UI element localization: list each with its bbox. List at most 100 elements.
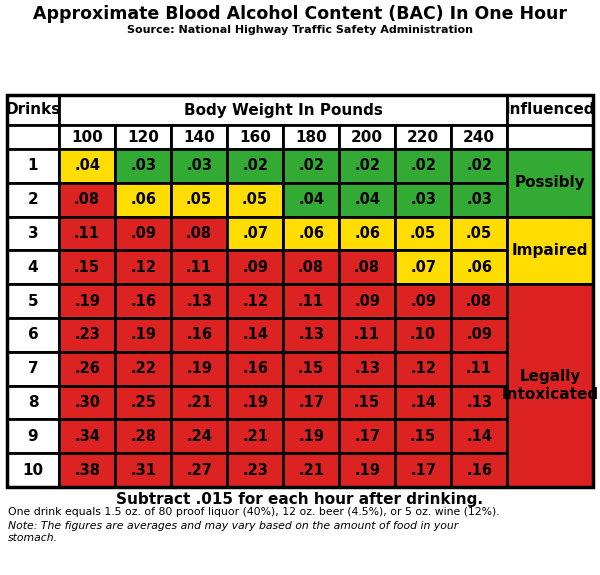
Text: .13: .13 [354, 361, 380, 376]
Text: .08: .08 [466, 294, 492, 309]
Bar [451, 419, 507, 453]
Text: .08: .08 [74, 192, 100, 207]
Text: .14: .14 [242, 327, 268, 342]
Text: 9: 9 [28, 429, 38, 444]
Text: .27: .27 [186, 463, 212, 478]
Bar [171, 386, 227, 419]
Text: .12: .12 [130, 260, 156, 275]
Text: .19: .19 [186, 361, 212, 376]
Text: 3: 3 [28, 226, 38, 241]
Bar [395, 217, 451, 250]
Bar [227, 453, 283, 487]
Bar [395, 250, 451, 284]
Bar [283, 250, 339, 284]
Text: .06: .06 [130, 192, 156, 207]
Bar [59, 419, 115, 453]
Bar [115, 318, 171, 352]
Bar [339, 217, 395, 250]
Text: .23: .23 [242, 463, 268, 478]
Text: .19: .19 [74, 294, 100, 309]
Text: .02: .02 [242, 158, 268, 174]
Text: 1: 1 [28, 158, 38, 174]
Bar [59, 250, 115, 284]
Bar [283, 284, 339, 318]
Text: .09: .09 [354, 294, 380, 309]
Bar [171, 183, 227, 217]
Text: .19: .19 [130, 327, 156, 342]
Bar [115, 217, 171, 250]
Text: Note: The figures are averages and may vary based on the amount of food in your
: Note: The figures are averages and may v… [8, 521, 458, 543]
Bar [7, 95, 59, 125]
Bar [339, 250, 395, 284]
Text: .17: .17 [298, 395, 324, 410]
Text: 8: 8 [28, 395, 38, 410]
Text: .08: .08 [298, 260, 324, 275]
Text: .22: .22 [130, 361, 156, 376]
Text: .09: .09 [466, 327, 492, 342]
Text: 10: 10 [22, 463, 44, 478]
Text: .17: .17 [410, 463, 436, 478]
Bar [7, 453, 59, 487]
Bar [395, 149, 451, 183]
Text: .09: .09 [410, 294, 436, 309]
Bar [395, 453, 451, 487]
Text: .12: .12 [410, 361, 436, 376]
Bar [339, 419, 395, 453]
Bar [171, 149, 227, 183]
Bar [227, 419, 283, 453]
Bar [59, 217, 115, 250]
Bar [227, 318, 283, 352]
Text: .14: .14 [466, 429, 492, 444]
Text: .04: .04 [354, 192, 380, 207]
Text: .11: .11 [74, 226, 100, 241]
Bar [339, 125, 395, 149]
Text: .02: .02 [410, 158, 436, 174]
Text: .07: .07 [242, 226, 268, 241]
Bar [283, 419, 339, 453]
Text: 6: 6 [28, 327, 38, 342]
Text: .16: .16 [466, 463, 492, 478]
Text: 5: 5 [28, 294, 38, 309]
Bar [7, 386, 59, 419]
Bar [451, 284, 507, 318]
Bar [283, 386, 339, 419]
Bar [7, 419, 59, 453]
Text: .19: .19 [242, 395, 268, 410]
Text: 160: 160 [239, 129, 271, 144]
Text: .11: .11 [186, 260, 212, 275]
Bar [395, 125, 451, 149]
Bar [339, 284, 395, 318]
Text: Legally
Intoxicated: Legally Intoxicated [502, 369, 599, 402]
Text: 220: 220 [407, 129, 439, 144]
Bar [7, 318, 59, 352]
Text: 240: 240 [463, 129, 495, 144]
Text: .11: .11 [354, 327, 380, 342]
Text: .30: .30 [74, 395, 100, 410]
Text: .15: .15 [74, 260, 100, 275]
Bar [171, 125, 227, 149]
Text: .16: .16 [186, 327, 212, 342]
Bar [451, 183, 507, 217]
Bar [171, 318, 227, 352]
Bar [451, 217, 507, 250]
Text: .21: .21 [186, 395, 212, 410]
Bar [283, 217, 339, 250]
Bar [227, 352, 283, 386]
Text: .26: .26 [74, 361, 100, 376]
Text: 200: 200 [351, 129, 383, 144]
Bar [115, 419, 171, 453]
Text: .13: .13 [186, 294, 212, 309]
Bar [227, 386, 283, 419]
Bar [507, 95, 593, 125]
Text: .19: .19 [354, 463, 380, 478]
Bar [115, 352, 171, 386]
Bar [451, 453, 507, 487]
Bar [395, 386, 451, 419]
Bar [395, 352, 451, 386]
Bar [59, 125, 115, 149]
Text: .24: .24 [186, 429, 212, 444]
Bar [7, 95, 593, 487]
Text: .17: .17 [354, 429, 380, 444]
Text: .31: .31 [130, 463, 156, 478]
Bar [115, 149, 171, 183]
